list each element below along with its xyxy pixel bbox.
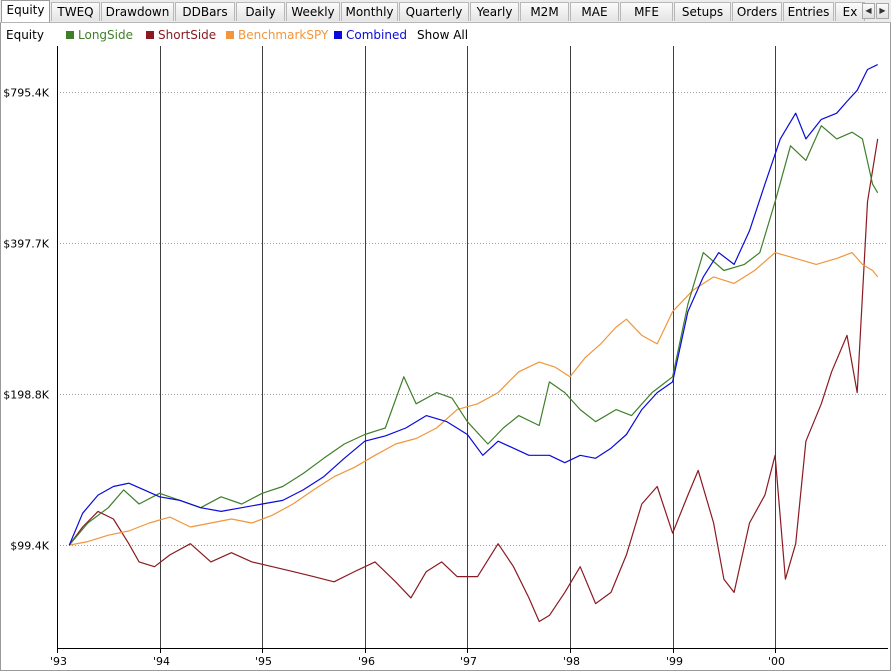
y-tick-label: $198.8K bbox=[3, 389, 49, 402]
legend-item-shortside[interactable]: ShortSide bbox=[146, 26, 216, 44]
legend-swatch-icon bbox=[226, 31, 234, 39]
tab-yearly[interactable]: Yearly bbox=[470, 2, 519, 21]
tab-setups[interactable]: Setups bbox=[674, 2, 731, 21]
legend-swatch-icon bbox=[146, 31, 154, 39]
scroll-right-icon[interactable]: ▶ bbox=[876, 3, 889, 19]
y-tick-label: $99.4K bbox=[10, 540, 49, 553]
tab-weekly[interactable]: Weekly bbox=[286, 2, 340, 21]
tab-quarterly[interactable]: Quarterly bbox=[399, 2, 469, 21]
legend-item-combined[interactable]: Combined bbox=[334, 26, 407, 44]
show-all-toggle[interactable]: Show All bbox=[417, 28, 469, 42]
legend-label: Combined bbox=[346, 28, 407, 42]
tab-ex[interactable]: Ex bbox=[835, 2, 865, 21]
tab-ddbars[interactable]: DDBars bbox=[175, 2, 235, 21]
legend-label: BenchmarkSPY bbox=[238, 28, 329, 42]
x-tick-label: '93 bbox=[50, 655, 67, 668]
series-line-longside bbox=[68, 125, 879, 546]
y-tick-label: $795.4K bbox=[3, 87, 49, 100]
tab-drawdown[interactable]: Drawdown bbox=[101, 2, 174, 21]
tab-entries[interactable]: Entries bbox=[783, 2, 834, 21]
legend-item-benchmarkspy[interactable]: BenchmarkSPY bbox=[226, 26, 328, 44]
legend-label: LongSide bbox=[78, 28, 133, 42]
legend-swatch-icon bbox=[334, 31, 342, 39]
legend-title: Equity bbox=[6, 28, 44, 42]
series-line-shortside bbox=[68, 138, 879, 623]
tab-mfe[interactable]: MFE bbox=[620, 2, 673, 21]
legend-item-longside[interactable]: LongSide bbox=[66, 26, 133, 44]
x-tick-label: '96 bbox=[358, 655, 375, 668]
x-tick-label: '00 bbox=[768, 655, 785, 668]
y-tick-label: $397.7K bbox=[3, 238, 49, 251]
legend-swatch-icon bbox=[66, 31, 74, 39]
tab-daily[interactable]: Daily bbox=[236, 2, 285, 21]
x-tick-label: '99 bbox=[666, 655, 683, 668]
series-line-combined bbox=[68, 64, 878, 546]
tab-tweq[interactable]: TWEQ bbox=[51, 2, 100, 21]
x-tick-label: '97 bbox=[460, 655, 477, 668]
tab-bar: Equity TWEQ Drawdown DDBars Daily Weekly Month… bbox=[0, 0, 891, 23]
tab-equity[interactable]: Equity bbox=[1, 0, 50, 22]
tab-monthly[interactable]: Monthly bbox=[341, 2, 398, 21]
tab-m2m[interactable]: M2M bbox=[520, 2, 569, 21]
tab-mae[interactable]: MAE bbox=[570, 2, 619, 21]
tab-orders[interactable]: Orders bbox=[732, 2, 782, 21]
legend-label: ShortSide bbox=[158, 28, 217, 42]
series-line-benchmarkspy bbox=[69, 252, 879, 546]
x-tick-label: '95 bbox=[255, 655, 272, 668]
x-tick-label: '94 bbox=[153, 655, 170, 668]
x-tick-label: '98 bbox=[563, 655, 580, 668]
scroll-left-icon[interactable]: ◀ bbox=[862, 3, 875, 19]
